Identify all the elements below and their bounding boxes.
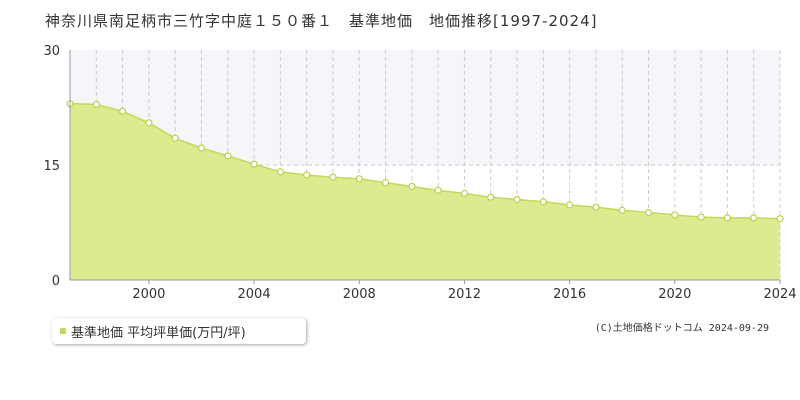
series-area — [70, 103, 780, 281]
data-point — [171, 134, 179, 142]
data-point — [592, 203, 600, 211]
data-point — [355, 175, 363, 183]
data-point — [434, 186, 442, 194]
data-point — [460, 189, 469, 197]
y-tick-label: 0 — [52, 274, 60, 289]
credit-text: (C)土地価格ドットコム 2024-09-29 — [594, 323, 769, 334]
x-tick-label: 2000 — [132, 287, 165, 302]
data-point — [276, 168, 284, 176]
data-point — [303, 171, 311, 179]
data-point — [618, 206, 626, 214]
data-point — [224, 152, 232, 160]
y-tick-label: 15 — [43, 159, 60, 174]
data-point — [92, 100, 100, 109]
data-point — [776, 215, 784, 223]
legend-label: 基準地価 平均坪単価(万円/坪) — [71, 325, 246, 341]
data-point — [671, 211, 679, 219]
data-point — [487, 193, 495, 201]
data-point — [750, 214, 758, 222]
x-tick-label: 2024 — [763, 287, 796, 302]
x-tick-label: 2004 — [238, 287, 271, 302]
series-line — [69, 102, 781, 220]
data-point — [566, 201, 574, 209]
x-tick-label: 2020 — [658, 287, 691, 302]
data-point — [118, 107, 127, 115]
legend-swatch — [60, 328, 66, 334]
chart-title: 神奈川県南足柄市三竹字中庭１５０番１ 基準地価 地価推移[1997-2024] — [45, 12, 598, 30]
legend: 基準地価 平均坪単価(万円/坪) — [52, 318, 306, 344]
data-point — [539, 198, 547, 206]
data-point — [697, 213, 705, 221]
data-point — [250, 160, 258, 168]
data-point — [381, 179, 390, 187]
data-point — [644, 208, 653, 217]
x-tick-label: 2008 — [343, 287, 376, 302]
data-point — [197, 144, 206, 152]
data-point — [513, 195, 521, 204]
data-point — [408, 182, 416, 191]
data-point — [329, 173, 337, 181]
y-tick-label: 30 — [43, 44, 60, 59]
data-point — [145, 119, 153, 127]
data-point — [723, 214, 732, 222]
x-tick-label: 2012 — [448, 287, 481, 302]
x-tick-label: 2016 — [553, 287, 586, 302]
